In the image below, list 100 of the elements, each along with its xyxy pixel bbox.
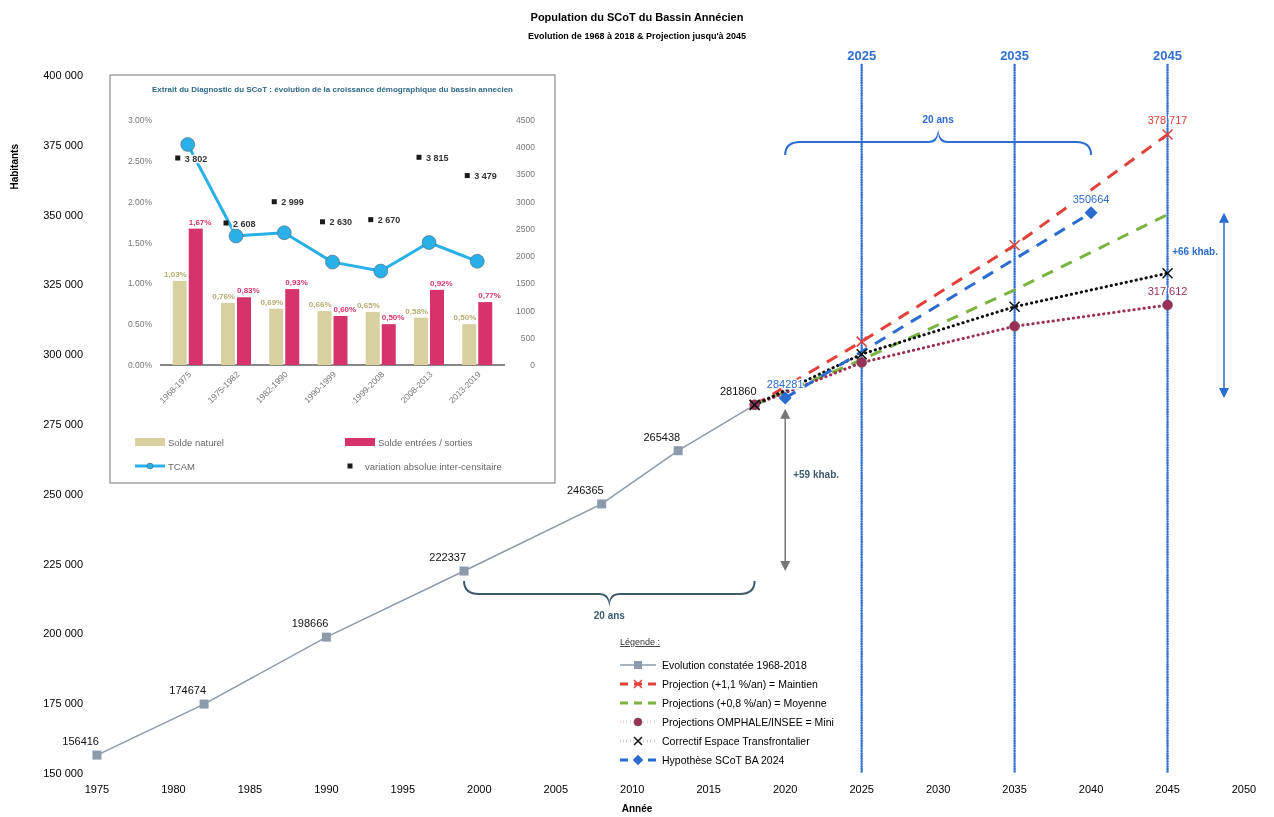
data-label: 317 612 [1147,285,1188,298]
point [1161,267,1174,279]
point [1084,206,1098,220]
y-tick-label: 0.00% [127,360,153,370]
point [180,137,195,152]
x-tick-label: 1990 [314,783,339,795]
ref-line-label: 2025 [847,48,877,63]
chart-title: Extrait du Diagnostic du SCoT : évolution de la croissance démographique du bassin annecien [152,85,514,94]
x-tick-label: 1995 [390,783,416,795]
x-tick-label: 2050 [1231,783,1257,795]
legend-label: variation absolue inter-censitaire [365,461,502,472]
point [459,566,469,576]
x-tick-label: 2030 [925,783,951,795]
bar [237,297,251,365]
point [175,155,181,161]
y-tick-label: 350 000 [43,208,83,221]
point [271,199,277,205]
y-tick-label: 2.50% [127,155,153,166]
y-tick-label: 1.50% [127,237,153,248]
x-tick-label: 2020 [772,783,798,795]
y2-tick-label: 1000 [516,305,536,316]
data-label: 2 608 [233,218,256,229]
y-tick-label: 175 000 [43,697,83,710]
y-tick-label: 150 000 [43,767,83,779]
y2-tick-label: 1500 [516,278,536,289]
point [856,357,867,368]
bar [381,324,396,365]
bar [333,316,348,365]
point [368,217,374,223]
y2-tick-label: 2500 [516,223,536,234]
y-tick-label: 250 000 [43,487,83,500]
point [228,228,244,244]
bar [188,228,203,365]
data-label: 0,65% [357,300,380,310]
y-tick-label: 225 000 [43,557,83,570]
bar [478,302,493,365]
y-tick-label: 325 000 [43,278,83,291]
point [1162,299,1173,311]
data-label: 3 479 [474,171,497,182]
y2-tick-label: 4500 [516,115,536,125]
bar [269,308,284,365]
data-label: 0,83% [237,286,260,296]
data-label: 2 999 [281,197,304,208]
point [673,446,683,456]
data-label: 0,92% [430,278,453,288]
bar [317,311,332,365]
data-label: 0,58% [405,306,428,316]
x-tick-label: 2045 [1155,783,1180,795]
point [464,173,470,179]
point [421,235,437,250]
point [199,699,209,709]
y-tick-label: 275 000 [43,418,83,430]
y2-tick-label: 4000 [516,142,536,153]
data-label: 3 815 [426,152,449,163]
x-tick-label: 1975 [84,783,110,795]
y2-tick-label: 3000 [516,196,536,207]
ref-line-label: 2035 [1000,48,1030,63]
point [325,254,340,270]
point [320,219,325,225]
point [373,263,388,279]
bar [430,289,444,365]
point [778,391,792,405]
data-label: 222337 [429,551,467,564]
legend-label: Correctif Espace Transfrontalier [662,735,811,747]
y2-tick-label: 0 [530,360,536,370]
data-label: 1,03% [164,269,187,279]
x-tick-label: 2005 [543,783,569,795]
data-label: 0,50% [453,313,477,323]
x-tick-label: 2015 [696,783,721,795]
x-tick-label: 2010 [620,783,645,795]
y-tick-label: 2.00% [127,196,153,207]
y-tick-label: 300 000 [43,348,83,361]
y-axis-title: Habitants [9,143,20,190]
data-label: 174674 [169,684,207,697]
ref-line-label: 2045 [1153,48,1182,63]
data-label: 0,50% [381,313,405,323]
x-tick-label: 1985 [237,783,263,795]
data-label: 265438 [643,430,681,443]
data-label: 281860 [719,384,757,397]
point [855,348,868,360]
x-tick-label: 2025 [849,783,874,795]
legend-label: Hypothèse SCoT BA 2024 [662,754,785,766]
x-tick-label: 1980 [161,783,186,795]
bar [221,302,235,365]
point [92,750,102,760]
chart-title: Population du SCoT du Bassin Annécien [530,11,744,23]
data-label: 156416 [62,735,99,748]
legend-title: Légende : [620,637,661,647]
y-tick-label: 200 000 [43,627,83,640]
y-tick-label: 400 000 [43,69,83,81]
y-tick-label: 3.00% [127,115,153,125]
x-tick-label: 2000 [467,783,492,795]
data-label: 0,93% [285,278,308,288]
legend-label: Projections (+0,8 %/an) = Moyenne [662,697,827,709]
point [416,154,422,160]
y2-tick-label: 2000 [516,251,536,262]
bar [462,324,477,365]
point [1161,128,1174,141]
y-tick-label: 375 000 [43,138,83,151]
y-tick-label: 1.00% [127,278,153,289]
